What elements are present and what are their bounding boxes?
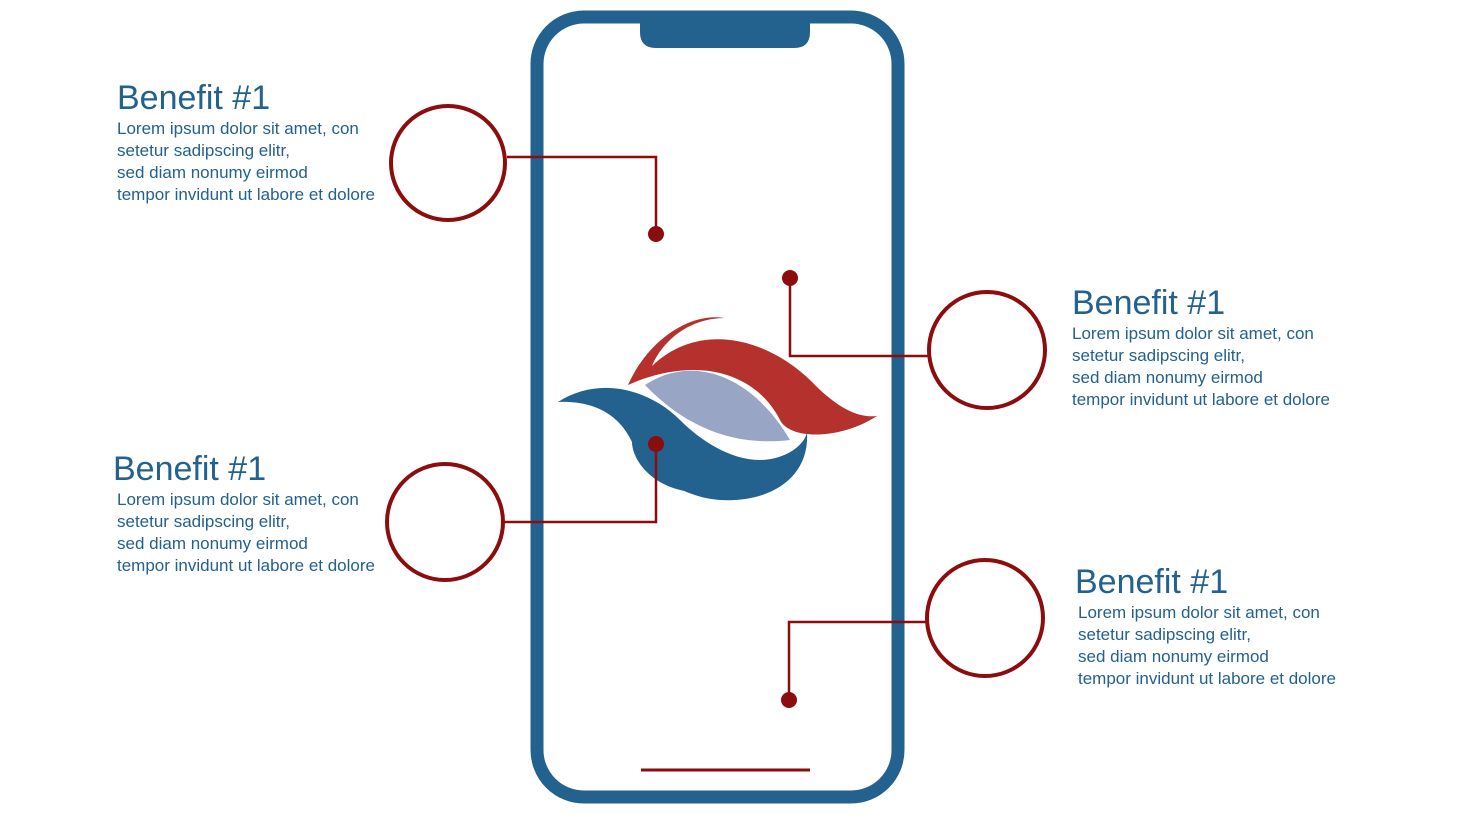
benefit-text-line: sed diam nonumy eirmod xyxy=(1072,368,1263,387)
benefit-title: Benefit #1 xyxy=(1075,563,1229,601)
callout-circle-2 xyxy=(385,462,505,582)
logo-lavender-leaf xyxy=(645,370,790,442)
connector-3 xyxy=(782,270,1047,410)
logo-blue-wave xyxy=(558,387,808,501)
benefit-text-line: tempor invidunt ut labore et dolore xyxy=(1072,390,1330,409)
connector-line-4 xyxy=(787,620,927,700)
benefit-text-line: Lorem ipsum dolor sit amet, con xyxy=(1078,603,1320,622)
benefit-text-line: tempor invidunt ut labore et dolore xyxy=(1078,669,1336,688)
benefit-text-line: Lorem ipsum dolor sit amet, con xyxy=(1072,324,1314,343)
benefit-title: Benefit #1 xyxy=(113,450,267,488)
connector-line-2 xyxy=(503,444,658,524)
benefit-text-line: setetur sadipscing elitr, xyxy=(117,512,290,531)
connector-dot-4 xyxy=(781,692,797,708)
connector-2 xyxy=(385,436,664,582)
brand-logo xyxy=(558,317,877,501)
phone-notch xyxy=(640,17,810,48)
benefit-text-line: setetur sadipscing elitr, xyxy=(117,141,290,160)
benefit-block-4: Benefit #1 Lorem ipsum dolor sit amet, c… xyxy=(1075,562,1336,690)
benefit-block-3: Benefit #1 Lorem ipsum dolor sit amet, c… xyxy=(1072,283,1330,411)
benefit-text-line: setetur sadipscing elitr, xyxy=(1072,346,1245,365)
connector-line-1 xyxy=(507,155,658,234)
connector-dot-1 xyxy=(648,226,664,242)
connector-dot-2 xyxy=(648,436,664,452)
callout-circle-1 xyxy=(389,104,507,222)
benefit-block-1: Benefit #1 Lorem ipsum dolor sit amet, c… xyxy=(117,78,375,206)
connector-4 xyxy=(781,558,1045,708)
logo-red-wave xyxy=(628,317,877,435)
benefit-text-line: sed diam nonumy eirmod xyxy=(117,534,308,553)
benefit-text-line: Lorem ipsum dolor sit amet, con xyxy=(117,490,359,509)
callout-circle-3 xyxy=(927,290,1047,410)
benefit-title: Benefit #1 xyxy=(117,79,271,117)
connector-line-3 xyxy=(788,278,929,358)
benefit-title: Benefit #1 xyxy=(1072,284,1226,322)
callout-circle-4 xyxy=(925,558,1045,678)
benefit-block-2: Benefit #1 Lorem ipsum dolor sit amet, c… xyxy=(113,449,375,577)
connector-dot-3 xyxy=(782,270,798,286)
benefit-text-line: tempor invidunt ut labore et dolore xyxy=(117,556,375,575)
benefit-text-line: sed diam nonumy eirmod xyxy=(1078,647,1269,666)
benefit-text-line: tempor invidunt ut labore et dolore xyxy=(117,185,375,204)
benefit-text-line: sed diam nonumy eirmod xyxy=(117,163,308,182)
benefit-text-line: Lorem ipsum dolor sit amet, con xyxy=(117,119,359,138)
connector-1 xyxy=(389,104,664,242)
benefit-text-line: setetur sadipscing elitr, xyxy=(1078,625,1251,644)
